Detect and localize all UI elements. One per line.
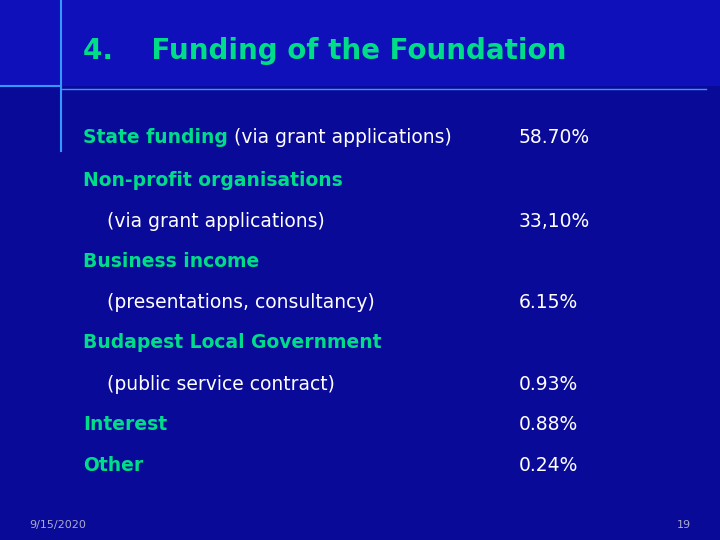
Text: Interest: Interest bbox=[83, 415, 167, 435]
Text: (via grant applications): (via grant applications) bbox=[83, 212, 325, 231]
Text: 9/15/2020: 9/15/2020 bbox=[29, 520, 86, 530]
Text: Business income: Business income bbox=[83, 252, 259, 272]
Text: 4.    Funding of the Foundation: 4. Funding of the Foundation bbox=[83, 37, 566, 65]
Text: (public service contract): (public service contract) bbox=[83, 375, 335, 394]
Text: Other: Other bbox=[83, 456, 143, 475]
Text: 6.15%: 6.15% bbox=[518, 293, 577, 312]
Text: (via grant applications): (via grant applications) bbox=[228, 128, 451, 147]
Text: 33,10%: 33,10% bbox=[518, 212, 590, 231]
Text: 0.24%: 0.24% bbox=[518, 456, 577, 475]
Text: Budapest Local Government: Budapest Local Government bbox=[83, 333, 382, 353]
FancyBboxPatch shape bbox=[0, 0, 720, 86]
Text: State funding: State funding bbox=[83, 128, 228, 147]
Text: 0.93%: 0.93% bbox=[518, 375, 577, 394]
Text: 0.88%: 0.88% bbox=[518, 415, 577, 435]
Text: (presentations, consultancy): (presentations, consultancy) bbox=[83, 293, 374, 312]
Text: 58.70%: 58.70% bbox=[518, 128, 590, 147]
Text: Non-profit organisations: Non-profit organisations bbox=[83, 171, 343, 191]
Text: 19: 19 bbox=[677, 520, 691, 530]
